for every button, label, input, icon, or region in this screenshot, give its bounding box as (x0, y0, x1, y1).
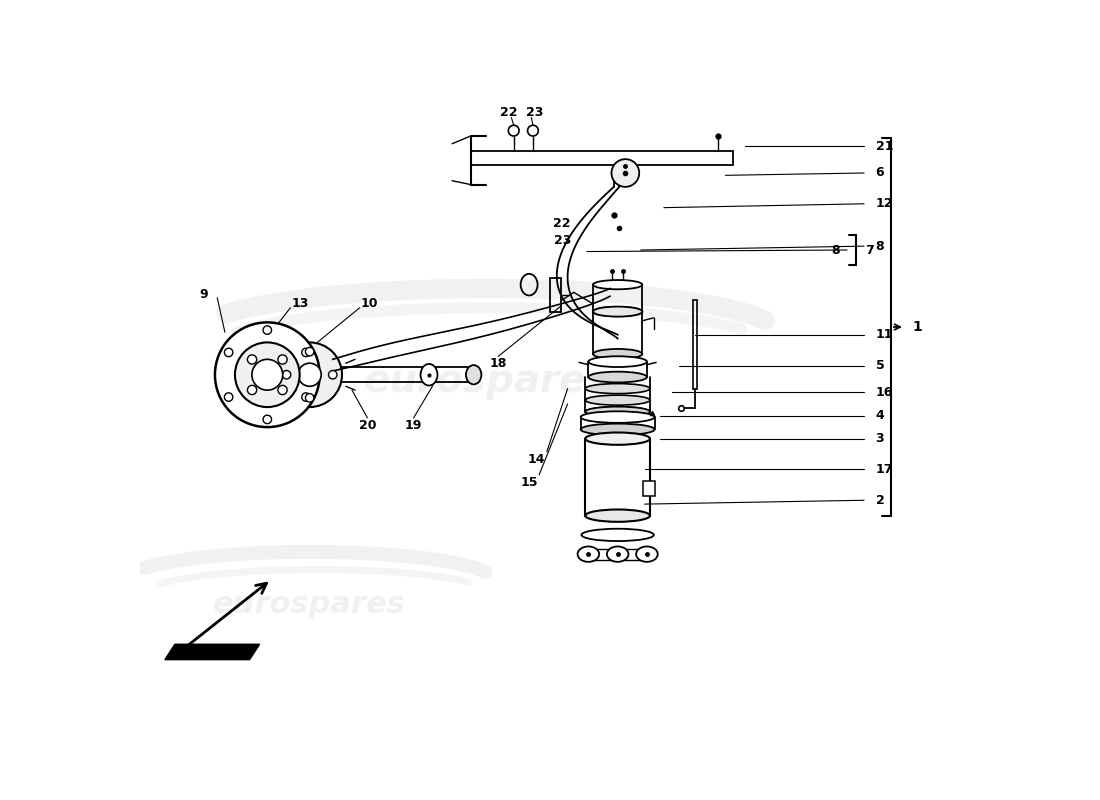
Circle shape (248, 355, 256, 364)
Text: 16: 16 (876, 386, 893, 399)
Text: 17: 17 (876, 463, 893, 476)
Circle shape (224, 348, 233, 357)
Ellipse shape (581, 424, 654, 435)
Text: 8: 8 (876, 240, 884, 253)
Text: 21: 21 (876, 139, 893, 153)
Ellipse shape (582, 529, 653, 541)
Ellipse shape (585, 433, 650, 445)
Text: 19: 19 (405, 419, 422, 432)
Ellipse shape (593, 306, 642, 317)
Circle shape (329, 370, 337, 379)
Ellipse shape (581, 411, 654, 423)
Circle shape (252, 359, 283, 390)
Circle shape (278, 355, 287, 364)
Text: 3: 3 (876, 432, 884, 445)
Ellipse shape (277, 342, 342, 407)
Text: 14: 14 (528, 453, 546, 466)
Ellipse shape (585, 510, 650, 522)
Circle shape (528, 126, 538, 136)
Ellipse shape (585, 406, 650, 417)
Circle shape (214, 322, 320, 427)
Text: 11: 11 (876, 328, 893, 341)
Circle shape (301, 393, 310, 402)
Circle shape (224, 393, 233, 402)
Text: 1: 1 (913, 320, 922, 334)
Text: 22: 22 (499, 106, 517, 119)
Circle shape (283, 370, 290, 379)
Ellipse shape (588, 372, 647, 382)
Circle shape (612, 159, 639, 187)
Ellipse shape (585, 406, 650, 417)
Ellipse shape (420, 364, 438, 386)
Text: 23: 23 (526, 106, 543, 119)
Text: 6: 6 (876, 166, 884, 179)
Circle shape (248, 386, 256, 394)
Polygon shape (165, 644, 260, 660)
Circle shape (301, 348, 310, 357)
Ellipse shape (607, 546, 628, 562)
Ellipse shape (578, 546, 600, 562)
Text: 2: 2 (876, 494, 884, 506)
Text: 23: 23 (553, 234, 571, 247)
Ellipse shape (585, 395, 650, 405)
Ellipse shape (593, 280, 642, 290)
Circle shape (263, 415, 272, 424)
Circle shape (235, 342, 299, 407)
Circle shape (306, 347, 313, 356)
Text: 22: 22 (553, 217, 571, 230)
Text: 4: 4 (876, 409, 884, 422)
Ellipse shape (466, 365, 482, 384)
Ellipse shape (593, 307, 642, 316)
Text: 8: 8 (830, 243, 839, 257)
Ellipse shape (585, 383, 650, 394)
Circle shape (508, 126, 519, 136)
Text: eurospares: eurospares (364, 362, 609, 400)
Ellipse shape (588, 356, 647, 367)
Bar (550, 278, 561, 311)
Text: 15: 15 (520, 476, 538, 489)
Text: eurospares: eurospares (213, 590, 406, 618)
Circle shape (263, 326, 272, 334)
Text: 10: 10 (361, 298, 378, 310)
Text: 13: 13 (292, 298, 309, 310)
Text: 20: 20 (359, 419, 376, 432)
Bar (644, 481, 654, 496)
Text: 7: 7 (866, 243, 874, 257)
Ellipse shape (636, 546, 658, 562)
Ellipse shape (298, 363, 321, 386)
Circle shape (278, 386, 287, 394)
Text: 9: 9 (199, 288, 208, 301)
Ellipse shape (593, 349, 642, 359)
Text: 18: 18 (490, 358, 507, 370)
Circle shape (306, 394, 313, 402)
Text: 12: 12 (876, 198, 893, 210)
Text: 5: 5 (876, 359, 884, 372)
